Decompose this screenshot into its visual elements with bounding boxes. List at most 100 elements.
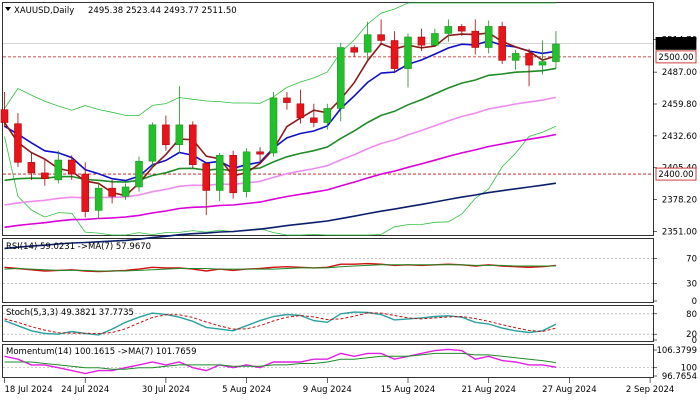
bear-candle-body	[390, 40, 399, 69]
series-line	[4, 264, 556, 272]
osc-tick-label: 96.7654	[662, 372, 697, 382]
price-tick-label: 2378.20	[662, 196, 697, 206]
candle	[148, 122, 157, 169]
candle	[323, 103, 332, 130]
osc-tick-label: 20	[686, 330, 697, 340]
level-price-badge	[655, 50, 697, 64]
bull-candle-body	[323, 108, 332, 123]
date-tick-label: 5 Aug 2024	[222, 385, 271, 395]
price-tick-label: 2351.00	[662, 227, 697, 237]
candle	[431, 28, 439, 46]
level-price-text: 2500.00	[658, 53, 693, 63]
bear-candle-body	[14, 123, 22, 163]
candle	[390, 31, 399, 74]
level-price-badge	[655, 167, 697, 181]
bear-candle-body	[162, 124, 170, 146]
candle	[108, 179, 116, 204]
candle	[269, 92, 278, 157]
bull-candle-body	[121, 186, 130, 197]
bull-candle-body	[444, 26, 453, 34]
bear-candle-body	[310, 117, 318, 123]
ohlc-label: 2495.38 2523.44 2493.77 2511.50	[88, 6, 237, 16]
collapse-triangle-icon[interactable]	[5, 7, 11, 11]
bear-candle-body	[471, 30, 479, 48]
current-price-text: 2511.50	[658, 39, 693, 49]
price-tick-label: 2487.00	[662, 68, 697, 78]
bull-candle-body	[54, 159, 63, 181]
candle	[162, 115, 170, 151]
osc-tick-label: 0	[692, 297, 697, 307]
bull-candle-body	[337, 47, 345, 109]
candle	[484, 20, 493, 54]
candle	[256, 147, 264, 162]
date-tick-label: 18 Jul 2024	[5, 385, 53, 395]
bull-candle-body	[363, 34, 372, 53]
series-line	[4, 352, 556, 370]
candle	[68, 155, 76, 180]
bull-candle-body	[269, 97, 278, 154]
date-tick-label: 27 Aug 2024	[542, 385, 596, 395]
momentum-title: Momentum(14) 100.1615 ->MA(7) 101.7659	[6, 347, 196, 357]
bear-candle-body	[256, 151, 264, 155]
candle	[552, 31, 560, 69]
bear-candle-body	[296, 103, 305, 119]
candle	[283, 92, 291, 110]
stoch-panel-frame	[2, 305, 654, 342]
stoch-panel: 80 200	[3, 310, 697, 346]
bear-candle-body	[0, 109, 9, 123]
series-line	[4, 311, 557, 336]
candle	[296, 89, 305, 124]
bull-candle-body	[242, 151, 251, 192]
candle	[404, 33, 412, 88]
bear-candle-body	[229, 155, 237, 194]
candle	[337, 42, 345, 122]
bull-candle-body	[135, 160, 143, 188]
candle	[525, 48, 533, 87]
price-panel: 2514.702487.002459.802432.602405.402378.…	[0, 2, 697, 250]
current-price-badge	[655, 37, 697, 50]
candle	[511, 49, 520, 70]
candle	[94, 182, 103, 219]
candle	[175, 86, 184, 153]
date-tick-label: 21 Aug 2024	[461, 385, 515, 395]
date-tick-label: 24 Jul 2024	[61, 385, 109, 395]
bull-candle-body	[511, 53, 520, 61]
candle	[14, 113, 22, 168]
bull-candle-body	[404, 36, 412, 69]
candle	[135, 156, 143, 192]
candle	[377, 19, 385, 46]
candle	[498, 21, 506, 64]
momentum-panel-frame	[2, 344, 654, 378]
candle	[444, 19, 453, 42]
bear-candle-body	[27, 162, 36, 174]
bull-candle-body	[552, 43, 560, 62]
candle	[310, 103, 318, 128]
date-axis: 18 Jul 2024 24 Jul 2024 30 Jul 2024 5 Aug 2…	[4, 378, 674, 395]
candle	[54, 150, 63, 184]
bull-candle-body	[148, 124, 157, 162]
ma-blue-line	[4, 39, 557, 182]
candle	[41, 160, 49, 186]
osc-tick-label: 30	[686, 279, 697, 289]
bull-candle-body	[484, 26, 493, 48]
candle	[27, 152, 36, 180]
price-tick-label: 2459.80	[662, 100, 697, 110]
osc-tick-label: 0	[692, 336, 697, 346]
bull-candle-body	[538, 61, 547, 66]
bull-candle-body	[215, 155, 224, 191]
bear-candle-body	[68, 159, 76, 175]
upper-band-line	[4, 2, 556, 116]
chart-header: XAUUSD,Daily 2495.38 2523.44 2493.77 251…	[5, 6, 237, 16]
ma-green-line	[4, 67, 557, 183]
ma-magenta-line	[4, 133, 557, 229]
bear-candle-body	[189, 124, 197, 165]
bear-candle-body	[41, 172, 49, 180]
rsi-panel-frame	[2, 238, 654, 303]
candle	[538, 40, 547, 75]
date-tick-label: 9 Aug 2024	[303, 385, 352, 395]
candle	[81, 162, 89, 218]
candle	[121, 183, 130, 200]
candle	[458, 24, 466, 36]
price-tick-label: 2432.60	[662, 132, 697, 142]
